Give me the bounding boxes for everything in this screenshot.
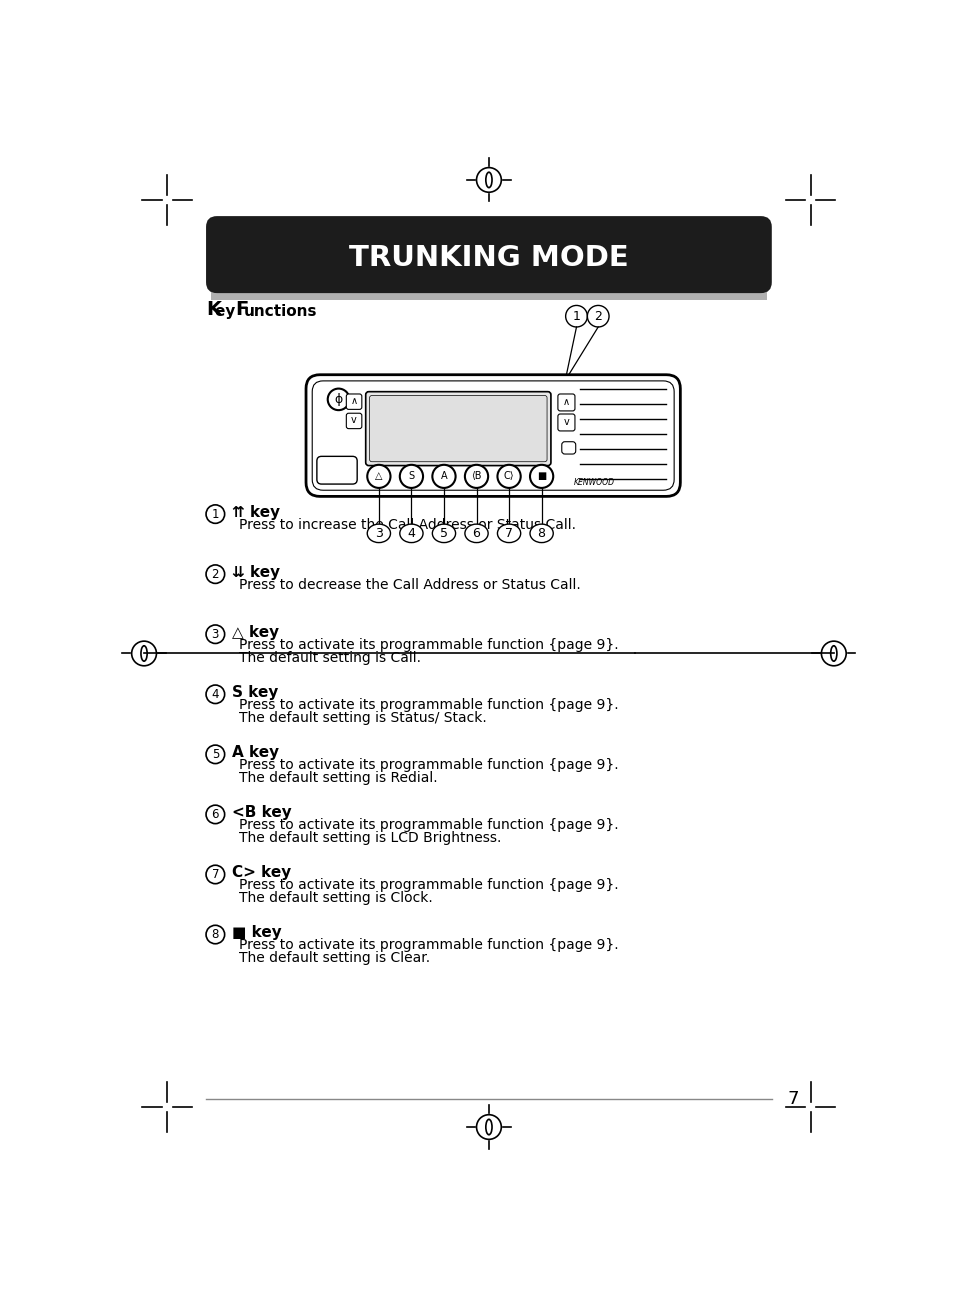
Text: The default setting is Redial.: The default setting is Redial.	[238, 771, 436, 785]
Text: 5: 5	[212, 748, 219, 761]
FancyBboxPatch shape	[365, 392, 550, 466]
Text: △: △	[375, 471, 382, 481]
Circle shape	[530, 465, 553, 488]
Text: ey: ey	[214, 304, 240, 318]
Text: Press to decrease the Call Address or Status Call.: Press to decrease the Call Address or St…	[238, 578, 579, 593]
FancyBboxPatch shape	[346, 413, 361, 428]
Text: 2: 2	[594, 309, 601, 322]
Text: v: v	[351, 415, 356, 426]
Text: Press to activate its programmable function {page 9}.: Press to activate its programmable funct…	[238, 699, 618, 712]
Text: ∧: ∧	[562, 397, 569, 408]
Circle shape	[399, 465, 422, 488]
Text: ∧: ∧	[350, 396, 357, 406]
Text: 1: 1	[212, 507, 219, 520]
Text: S: S	[408, 471, 414, 481]
Text: 8: 8	[212, 928, 219, 941]
Text: A key: A key	[233, 745, 279, 760]
Text: 2: 2	[212, 568, 219, 581]
Text: 7: 7	[212, 868, 219, 881]
Text: △ key: △ key	[233, 625, 279, 641]
Text: The default setting is Status/ Stack.: The default setting is Status/ Stack.	[238, 712, 486, 725]
Text: Press to activate its programmable function {page 9}.: Press to activate its programmable funct…	[238, 758, 618, 773]
Ellipse shape	[432, 524, 456, 542]
Text: KENWOOD: KENWOOD	[573, 477, 614, 487]
Text: The default setting is Clear.: The default setting is Clear.	[238, 951, 429, 965]
Text: v: v	[563, 418, 569, 427]
FancyBboxPatch shape	[558, 393, 575, 411]
Text: 6: 6	[212, 807, 219, 820]
FancyBboxPatch shape	[369, 396, 546, 462]
Text: TRUNKING MODE: TRUNKING MODE	[349, 245, 628, 273]
Text: 3: 3	[375, 527, 382, 540]
Circle shape	[432, 465, 456, 488]
Ellipse shape	[464, 524, 488, 542]
Text: The default setting is LCD Brightness.: The default setting is LCD Brightness.	[238, 831, 500, 845]
Text: 6: 6	[472, 527, 480, 540]
Text: 4: 4	[407, 527, 415, 540]
Circle shape	[367, 465, 390, 488]
Text: unctions: unctions	[244, 304, 317, 318]
Text: ϕ: ϕ	[335, 393, 342, 406]
Ellipse shape	[399, 524, 422, 542]
Text: Press to activate its programmable function {page 9}.: Press to activate its programmable funct…	[238, 638, 618, 652]
Text: 1: 1	[572, 309, 579, 322]
FancyBboxPatch shape	[206, 216, 771, 294]
Text: S key: S key	[233, 685, 278, 700]
FancyBboxPatch shape	[316, 457, 356, 484]
Text: K: K	[206, 299, 221, 318]
FancyBboxPatch shape	[558, 414, 575, 431]
Text: ⟨B: ⟨B	[471, 471, 481, 481]
FancyBboxPatch shape	[312, 380, 674, 490]
FancyBboxPatch shape	[561, 441, 575, 454]
Text: C> key: C> key	[233, 866, 292, 880]
Circle shape	[497, 465, 520, 488]
FancyBboxPatch shape	[306, 375, 679, 497]
Ellipse shape	[497, 524, 520, 542]
Text: 7: 7	[787, 1091, 799, 1108]
Text: ⇊ key: ⇊ key	[233, 565, 280, 580]
Circle shape	[464, 465, 488, 488]
Text: ⇈ key: ⇈ key	[233, 505, 280, 520]
Ellipse shape	[367, 524, 390, 542]
Text: <B key: <B key	[233, 805, 292, 820]
Text: F: F	[235, 299, 249, 318]
Text: Press to activate its programmable function {page 9}.: Press to activate its programmable funct…	[238, 818, 618, 832]
Text: 5: 5	[439, 527, 448, 540]
Text: ■ key: ■ key	[233, 925, 282, 941]
Ellipse shape	[530, 524, 553, 542]
FancyBboxPatch shape	[346, 393, 361, 409]
Text: Press to activate its programmable function {page 9}.: Press to activate its programmable funct…	[238, 938, 618, 952]
Text: 3: 3	[212, 628, 219, 641]
Text: 8: 8	[537, 527, 545, 540]
Text: Press to increase the Call Address or Status Call.: Press to increase the Call Address or St…	[238, 518, 575, 532]
Text: Press to activate its programmable function {page 9}.: Press to activate its programmable funct…	[238, 879, 618, 893]
Text: C⟩: C⟩	[503, 471, 514, 481]
Text: The default setting is Clock.: The default setting is Clock.	[238, 892, 432, 906]
Bar	[211, 292, 766, 300]
Text: The default setting is Call.: The default setting is Call.	[238, 651, 420, 665]
Text: 7: 7	[504, 527, 513, 540]
Text: A: A	[440, 471, 447, 481]
Text: ■: ■	[537, 471, 546, 481]
Text: 4: 4	[212, 688, 219, 701]
